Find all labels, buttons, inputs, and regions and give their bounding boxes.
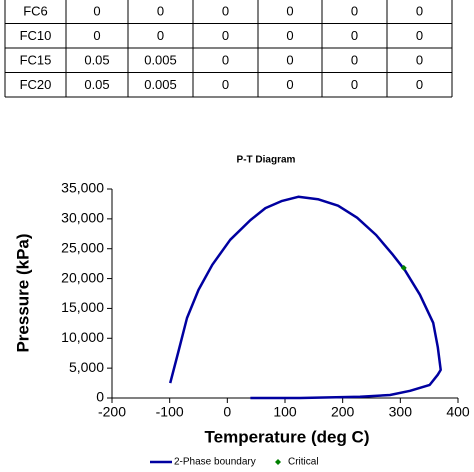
legend-label: Critical xyxy=(288,457,319,468)
table-cell: 0 xyxy=(222,53,229,68)
table-cell: 0 xyxy=(351,77,358,92)
table-cell: 0 xyxy=(416,4,423,19)
y-tick-label: 15,000 xyxy=(61,299,104,315)
y-tick-label: 35,000 xyxy=(61,180,104,196)
critical-point xyxy=(400,264,407,271)
table-cell: 0.05 xyxy=(84,53,109,68)
y-axis-title: Pressure (kPa) xyxy=(13,233,32,352)
y-tick-label: 10,000 xyxy=(61,329,104,345)
x-axis-title: Temperature (deg C) xyxy=(205,427,370,446)
table-cell: 0 xyxy=(286,28,293,43)
y-tick-label: 20,000 xyxy=(61,269,104,285)
chart-title: P-T Diagram xyxy=(237,155,296,166)
legend-label: 2-Phase boundary xyxy=(174,457,256,468)
x-tick-label: 0 xyxy=(223,404,231,420)
table-cell: 0 xyxy=(157,4,164,19)
table-cell: FC6 xyxy=(23,4,48,19)
series-line xyxy=(168,195,442,400)
y-tick-label: 30,000 xyxy=(61,210,104,226)
table-cell: 0 xyxy=(93,28,100,43)
table-cell: FC15 xyxy=(20,53,52,68)
table-cell: 0.005 xyxy=(144,53,177,68)
table-cell: 0.005 xyxy=(144,77,177,92)
table-cell: 0 xyxy=(351,4,358,19)
x-tick-label: 300 xyxy=(389,404,413,420)
table-cell: 0 xyxy=(416,77,423,92)
table-cell: 0.05 xyxy=(84,77,109,92)
table-cell: 0 xyxy=(286,77,293,92)
table-cell: FC20 xyxy=(20,77,52,92)
table-cell: 0 xyxy=(222,77,229,92)
x-tick-label: 200 xyxy=(331,404,355,420)
table-cell: 0 xyxy=(222,28,229,43)
table-cell: 0 xyxy=(416,28,423,43)
table-cell: 0 xyxy=(351,28,358,43)
table-cell: FC10 xyxy=(20,28,52,43)
x-tick-label: 100 xyxy=(273,404,297,420)
y-tick-label: 5,000 xyxy=(69,359,104,375)
table-cell: 0 xyxy=(416,53,423,68)
y-tick-label: 25,000 xyxy=(61,239,104,255)
x-tick-label: -100 xyxy=(156,404,184,420)
legend-marker xyxy=(275,459,281,465)
x-tick-label: -200 xyxy=(98,404,126,420)
table-cell: 0 xyxy=(286,53,293,68)
x-tick-label: 400 xyxy=(446,404,470,420)
table-cell: 0 xyxy=(286,4,293,19)
table-cell: 0 xyxy=(157,28,164,43)
table-cell: 0 xyxy=(93,4,100,19)
table-cell: 0 xyxy=(351,53,358,68)
table-cell: 0 xyxy=(222,4,229,19)
y-tick-label: 0 xyxy=(96,389,104,405)
